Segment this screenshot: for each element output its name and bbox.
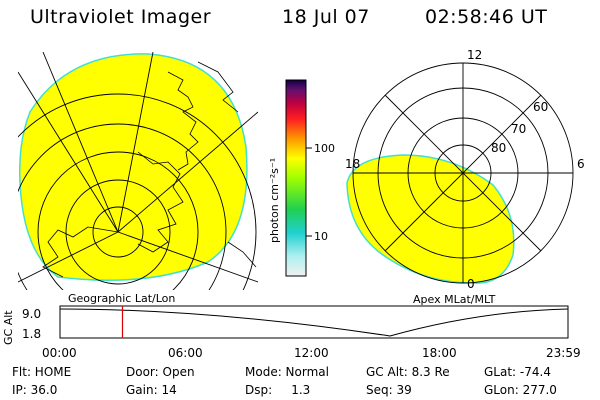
colorbar-unit-label: photon cm⁻²s⁻¹ xyxy=(268,158,281,243)
mlt-line xyxy=(384,94,542,252)
colorbar-tick-10: 10 xyxy=(314,230,328,243)
timeline-ytick-bottom: 1.8 xyxy=(22,327,42,341)
coastline xyxy=(42,226,119,278)
coastline xyxy=(167,71,199,171)
mlt-label-12: 12 xyxy=(467,48,482,62)
time-label: 02:58:46 UT xyxy=(425,6,548,28)
meridian xyxy=(18,231,119,283)
coastline xyxy=(197,61,239,113)
status-gain: Gain: 14 xyxy=(126,383,177,397)
lat-circle xyxy=(18,93,257,290)
meridian xyxy=(18,71,119,233)
altitude-curve xyxy=(59,308,569,337)
left-map-caption: Geographic Lat/Lon xyxy=(68,292,175,305)
mlt-label-0: 0 xyxy=(467,277,475,291)
status-gc-alt: GC Alt: 8.3 Re xyxy=(366,365,450,379)
geographic-map: Geographic Lat/Lon xyxy=(18,52,258,305)
coastline xyxy=(227,241,257,268)
aurora-disc xyxy=(18,53,248,282)
lat-circle xyxy=(37,151,199,290)
meridian xyxy=(42,52,119,233)
timeline-xtick: 18:00 xyxy=(422,346,457,360)
status-door: Door: Open xyxy=(126,365,195,379)
app-title: Ultraviolet Imager xyxy=(30,6,212,28)
timeline-frame xyxy=(59,305,569,339)
status-glon: GLon: 277.0 xyxy=(484,383,557,397)
mlt-label-18: 18 xyxy=(345,157,360,171)
orbit-timeline xyxy=(59,305,569,339)
timeline-xtick: 06:00 xyxy=(168,346,203,360)
coastline xyxy=(137,151,184,253)
colorbar-tick-100: 100 xyxy=(314,142,335,155)
status-seq: Seq: 39 xyxy=(366,383,412,397)
status-ip: IP: 36.0 xyxy=(12,383,58,397)
timeline-xtick: 23:59 xyxy=(546,346,581,360)
lat-label-60: 60 xyxy=(533,100,548,114)
lat-circle xyxy=(18,123,227,290)
status-glat: GLat: -74.4 xyxy=(484,365,551,379)
lat-label-70: 70 xyxy=(511,122,526,136)
aurora-oval xyxy=(346,154,515,284)
timeline-ylabel: GC Alt xyxy=(2,310,15,345)
mlat-mlt-map: 12 18 6 0 60 70 80 xyxy=(345,48,585,291)
date-label: 18 Jul 07 xyxy=(282,6,370,28)
timeline-ytick-top: 9.0 xyxy=(22,307,42,321)
status-dsp: Dsp: 1.3 xyxy=(245,383,311,397)
colorbar-gradient xyxy=(285,79,307,277)
meridian xyxy=(117,111,258,233)
status-mode: Mode: Normal xyxy=(245,365,329,379)
right-map-caption: Apex MLat/MLT xyxy=(413,293,496,306)
lat-circle xyxy=(65,179,171,285)
lat-label-80: 80 xyxy=(491,141,506,155)
timeline-xtick: 12:00 xyxy=(294,346,329,360)
colorbar: 100 10 photon cm⁻²s⁻¹ xyxy=(268,79,335,277)
meridian xyxy=(117,52,154,233)
status-flt: Flt: HOME xyxy=(12,365,72,379)
meridian xyxy=(117,231,258,283)
mlt-label-6: 6 xyxy=(577,157,585,171)
lat-circle xyxy=(92,206,144,258)
timeline-xtick: 00:00 xyxy=(42,346,77,360)
